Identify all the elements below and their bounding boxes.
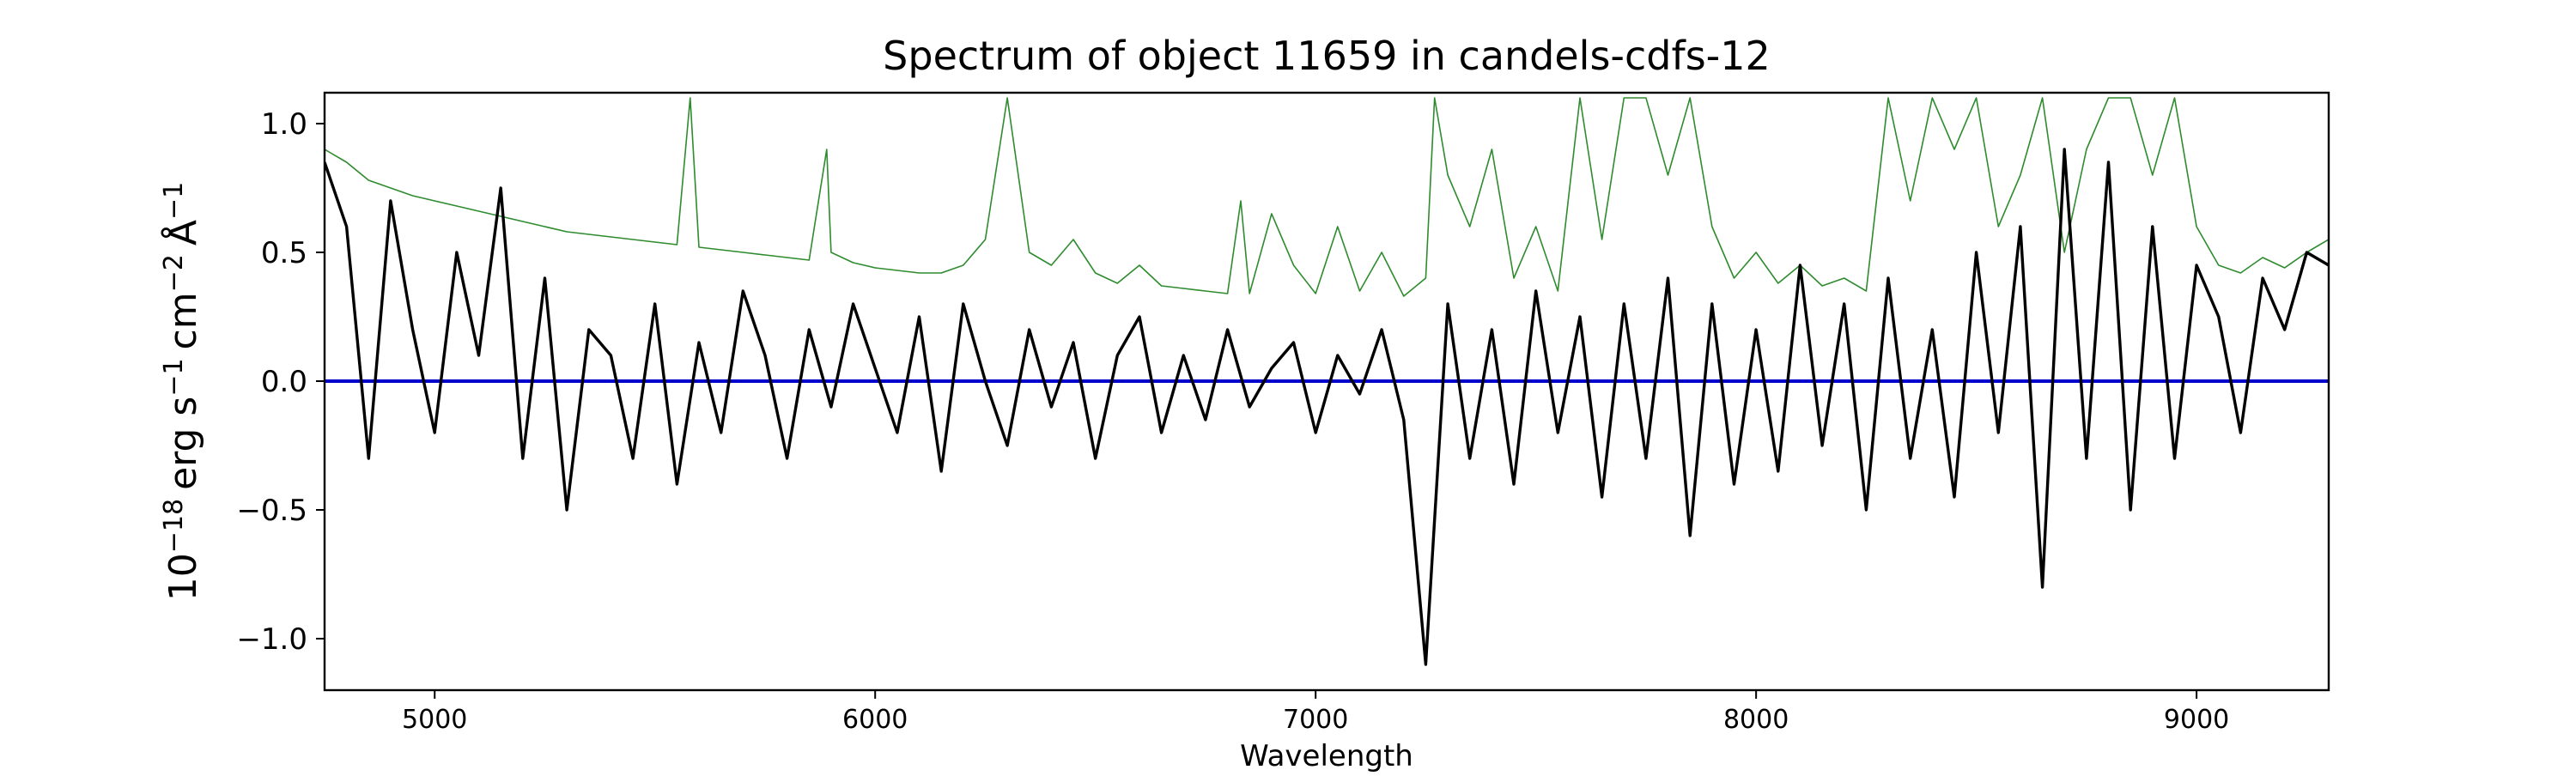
y-tick-label: 0.5 xyxy=(261,236,307,270)
y-axis-label: 10−18erg s−1cm−2Å−1 xyxy=(159,182,205,601)
y-tick-label: −1.0 xyxy=(236,622,307,657)
x-axis-ticks: 5000 6000 7000 8000 9000 xyxy=(402,690,2229,735)
y-axis-ticks: −1.0 −0.5 0.0 0.5 1.0 xyxy=(236,107,325,657)
y-tick-label: 1.0 xyxy=(261,107,307,142)
y-tick-label: −0.5 xyxy=(236,494,307,528)
error-spectrum-line xyxy=(325,97,2329,297)
flux-spectrum-line xyxy=(325,148,2329,666)
svg-text:10−18erg s−1cm−2Å−1: 10−18erg s−1cm−2Å−1 xyxy=(159,182,205,601)
x-tick-label: 9000 xyxy=(2164,705,2229,735)
x-tick-label: 8000 xyxy=(1723,705,1789,735)
chart-title: Spectrum of object 11659 in candels-cdfs… xyxy=(883,33,1771,79)
plot-frame xyxy=(323,91,2330,692)
x-axis-label: Wavelength xyxy=(1240,739,1413,773)
y-tick-label: 0.0 xyxy=(261,365,307,399)
x-tick-label: 6000 xyxy=(842,705,908,735)
x-tick-label: 7000 xyxy=(1283,705,1348,735)
x-tick-label: 5000 xyxy=(402,705,467,735)
plot-area xyxy=(325,97,2329,666)
